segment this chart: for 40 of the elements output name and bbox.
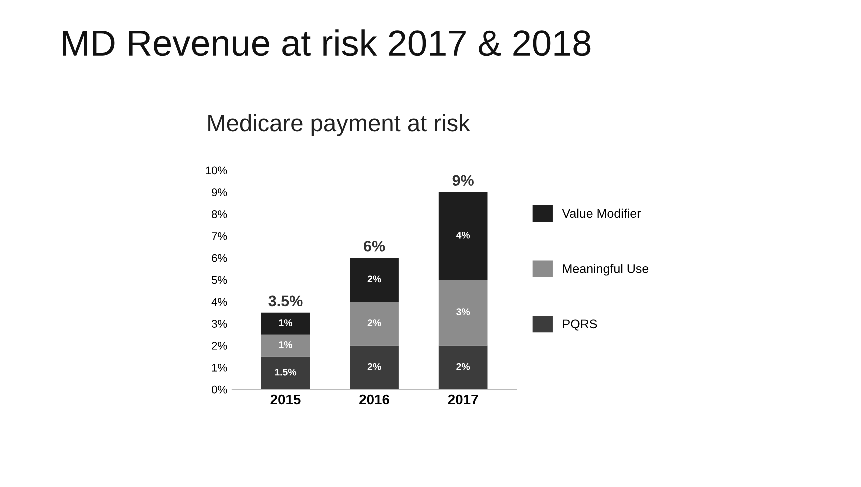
total-label: 9% [452, 175, 474, 186]
data-label: 3% [456, 308, 470, 316]
bar [350, 346, 399, 390]
y-tick-label: 1% [212, 364, 228, 372]
data-label: 2% [368, 363, 382, 370]
legend-label: PQRS [563, 320, 598, 331]
y-tick-label: 3% [212, 320, 228, 328]
data-label: 2% [368, 276, 382, 283]
bar [261, 312, 310, 335]
y-tick-label: 8% [212, 210, 228, 218]
y-tick-label: 7% [212, 232, 228, 240]
bar [438, 280, 488, 346]
y-tick-label: 0% [212, 386, 228, 394]
x-tick-label: 2016 [360, 394, 390, 405]
bar [438, 346, 488, 390]
y-tick-label: 4% [212, 298, 228, 306]
y-tick-label: 2% [212, 342, 228, 350]
bar [438, 192, 488, 280]
y-tick-label: 10% [206, 166, 228, 175]
total-label: 3.5% [268, 296, 303, 307]
chart-title: MD Revenue at risk 2017 & 2018 [63, 30, 591, 56]
data-label: 1% [279, 320, 293, 326]
data-label: 4% [456, 232, 470, 239]
bar [261, 334, 310, 357]
data-label: 1.5% [275, 368, 297, 376]
data-label: 1% [279, 342, 293, 348]
total-label: 6% [364, 240, 386, 252]
y-tick-label: 9% [212, 188, 228, 196]
y-tick-label: 5% [212, 276, 228, 284]
chart-subtitle: Medicare payment at risk [208, 114, 470, 136]
legend-label: Meaningful Use [563, 264, 649, 276]
y-tick-label: 6% [212, 254, 228, 262]
bar [350, 302, 399, 346]
data-label: 2% [368, 320, 382, 326]
x-tick-label: 2015 [270, 394, 301, 405]
bar [350, 258, 399, 302]
data-label: 2% [456, 363, 470, 370]
legend-label: Value Modifier [562, 208, 642, 218]
x-tick-label: 2017 [448, 394, 478, 405]
bar [261, 356, 310, 390]
